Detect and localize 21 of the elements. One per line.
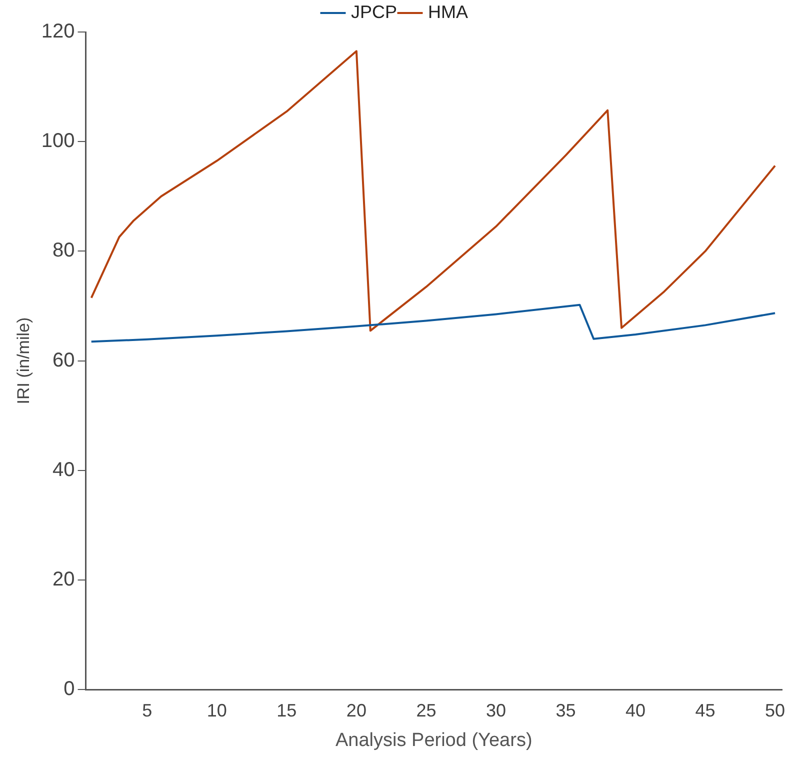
- x-tick-label: 20: [346, 700, 366, 720]
- y-tick-label: 120: [41, 20, 75, 43]
- y-tick-label: 0: [64, 678, 75, 700]
- x-tick-label: 50: [765, 700, 786, 720]
- y-tick-label: 100: [41, 130, 75, 152]
- x-tick-label: 25: [416, 700, 436, 720]
- y-tick-label: 40: [52, 458, 75, 481]
- x-tick-label: 5: [142, 700, 152, 720]
- x-tick-label: 10: [206, 700, 227, 720]
- x-tick-label: 40: [625, 700, 646, 720]
- y-tick-label: 60: [52, 349, 75, 372]
- x-axis-title: Analysis Period (Years): [335, 730, 532, 751]
- y-tick-label: 20: [52, 568, 75, 591]
- x-tick-label: 30: [486, 700, 506, 720]
- x-tick-label: 35: [556, 700, 576, 720]
- legend-label: HMA: [428, 2, 468, 22]
- y-tick-label: 80: [52, 240, 75, 262]
- y-axis-title: IRI (in/mile): [14, 317, 33, 404]
- legend-label: JPCP: [350, 2, 398, 22]
- x-tick-label: 45: [695, 700, 716, 720]
- x-tick-label: 15: [276, 700, 297, 720]
